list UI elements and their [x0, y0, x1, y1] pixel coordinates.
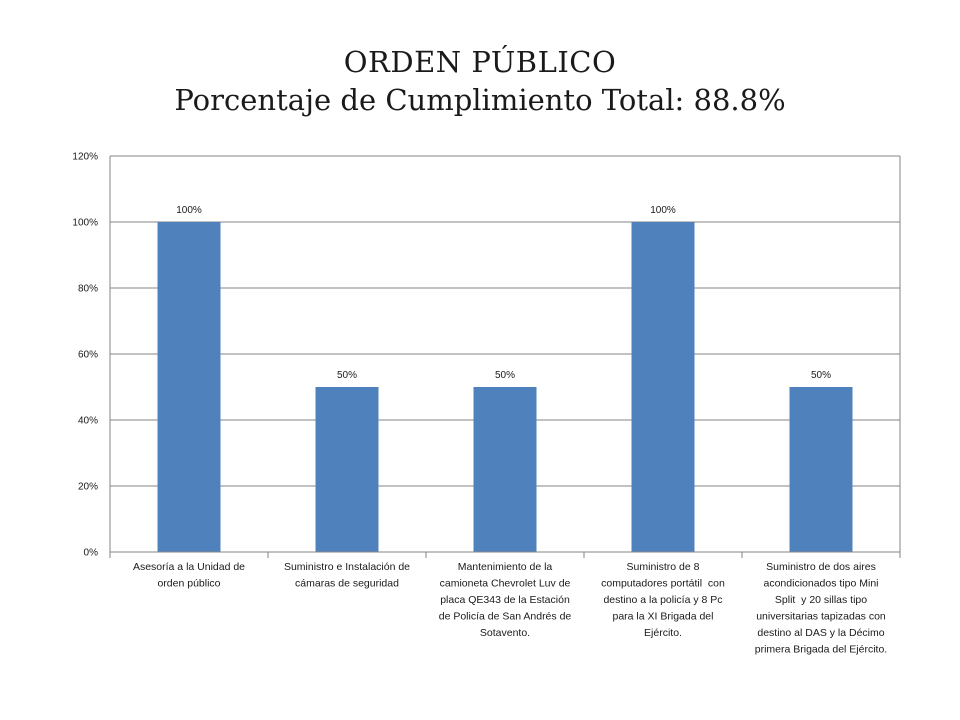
x-category-label-line: orden público	[157, 578, 220, 590]
chart-title: ORDEN PÚBLICO	[343, 45, 617, 79]
x-category-label-line: destino al DAS y la Décimo	[757, 627, 884, 639]
y-tick-label: 60%	[78, 350, 98, 361]
y-tick-label: 40%	[78, 416, 98, 427]
y-tick-label: 100%	[72, 218, 98, 229]
x-category-label-line: universitarias tapizadas con	[756, 611, 886, 623]
x-category-label-line: Suministro e Instalación de	[284, 561, 410, 573]
chart-title-block: ORDEN PÚBLICO Porcentaje de Cumplimiento…	[0, 44, 960, 120]
bar-data-label: 50%	[811, 370, 831, 381]
bar	[473, 387, 537, 552]
x-category-label-line: primera Brigada del Ejército.	[755, 644, 887, 656]
x-category-label: Mantenimiento de la camioneta Chevrolet L…	[439, 561, 572, 639]
bar	[789, 387, 853, 552]
chart-subtitle: Porcentaje de Cumplimiento Total: 88.8%	[174, 83, 786, 117]
bar-data-label: 50%	[495, 370, 515, 381]
x-category-label: Asesoría a la Unidad de orden público	[133, 561, 245, 590]
x-category-label-line: Mantenimiento de la	[458, 561, 553, 573]
x-category-label-line: acondicionados tipo Mini	[764, 578, 879, 590]
bar	[157, 222, 221, 552]
x-category-label-line: cámaras de seguridad	[295, 578, 399, 590]
bar-data-label: 50%	[337, 370, 357, 381]
x-category-label: Suministro de dos aires acondicionados ti…	[755, 561, 887, 656]
bar	[315, 387, 379, 552]
x-category-label-line: Ejército.	[644, 627, 682, 639]
y-tick-label: 80%	[78, 284, 98, 295]
x-category-label: Suministro de 8 computadores portátil con…	[601, 561, 725, 639]
x-category-label-line: para la XI Brigada del	[613, 611, 714, 623]
x-category-label-line: Suministro de dos aires	[766, 561, 876, 573]
x-category-label-line: Sotavento.	[480, 627, 530, 639]
x-category-label-line: placa QE343 de la Estación	[440, 594, 570, 606]
x-category-label-line: Split y 20 sillas tipo	[775, 594, 867, 606]
x-category-label-line: Asesoría a la Unidad de	[133, 561, 245, 573]
x-category-label: Suministro e Instalación de cámaras de se…	[284, 561, 410, 590]
bar-data-label: 100%	[650, 205, 676, 216]
y-tick-label: 20%	[78, 482, 98, 493]
x-category-label-line: destino a la policía y 8 Pc	[603, 594, 722, 606]
y-tick-label: 120%	[72, 152, 98, 163]
x-category-label-line: Suministro de 8	[627, 561, 700, 573]
bar	[631, 222, 695, 552]
y-tick-label: 0%	[84, 548, 99, 559]
bar-data-label: 100%	[176, 205, 202, 216]
x-category-label-line: de Policía de San Andrés de	[439, 611, 572, 623]
x-category-label-line: computadores portátil con	[601, 578, 725, 590]
x-category-label-line: camioneta Chevrolet Luv de	[440, 578, 571, 590]
